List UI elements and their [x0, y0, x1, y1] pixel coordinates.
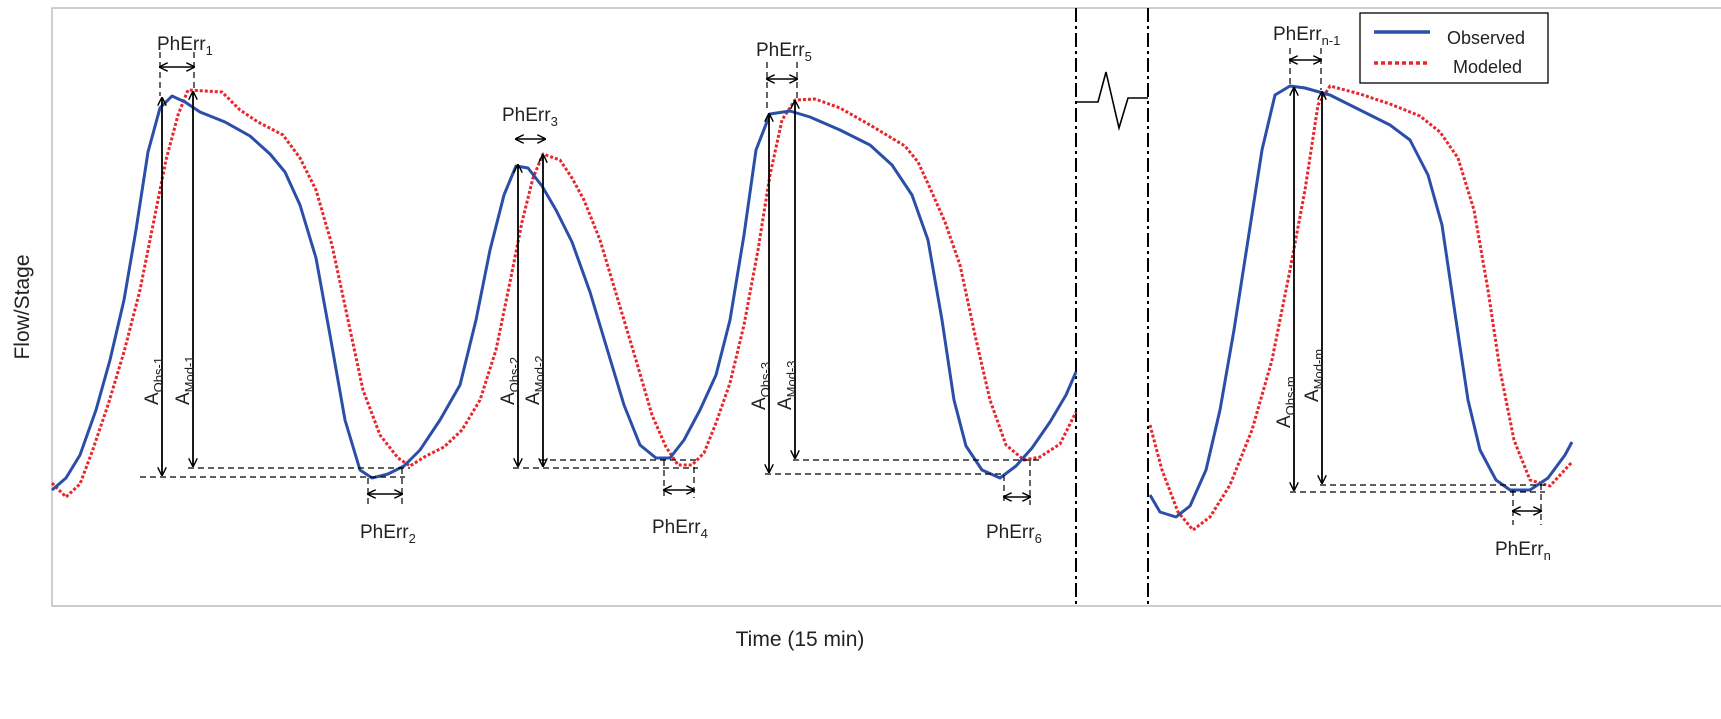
phase-error-label-6: PhErr6: [986, 522, 1042, 546]
amplitude-arrows: [162, 88, 1322, 490]
legend-observed-label: Observed: [1447, 28, 1525, 48]
phase-error-arrows: [160, 60, 1541, 511]
legend-box: [1359, 12, 1549, 84]
amplitude-label-mod-2: AMod-2: [523, 355, 547, 405]
phase-error-label-1: PhErr1: [157, 34, 213, 58]
amplitude-label-mod-1: AMod-1: [173, 355, 197, 405]
phase-error-label-3: PhErr3: [502, 105, 558, 129]
phase-error-label-n-1: PhErrn-1: [1273, 24, 1340, 48]
modeled-curve-segment-1: [50, 88, 1078, 499]
amplitude-label-obs-2: AObs-2: [498, 357, 522, 405]
phase-error-label-5: PhErr5: [756, 40, 812, 64]
reference-dashed-lines: [140, 48, 1545, 525]
phase-error-label-n: PhErrn: [1495, 539, 1551, 563]
break-symbol: [1076, 71, 1148, 132]
amplitude-label-mod-m: AMod-m: [1302, 349, 1326, 402]
x-axis-label: Time (15 min): [736, 628, 865, 651]
modeled-curve-segment-2: [1148, 84, 1574, 532]
observed-curve-segment-2: [1148, 84, 1574, 519]
legend: Observed Modeled: [1359, 12, 1549, 84]
phase-error-label-4: PhErr4: [652, 517, 708, 541]
amplitude-label-obs-3: AObs-3: [749, 362, 773, 410]
plot-frame: [51, 7, 1721, 607]
legend-modeled-label: Modeled: [1453, 57, 1522, 77]
phase-error-label-2: PhErr2: [360, 522, 416, 546]
amplitude-label-obs-m: AObs-m: [1274, 376, 1298, 428]
break-gap: [1078, 10, 1146, 604]
amplitude-label-obs-1: AObs-1: [142, 357, 166, 405]
y-axis-label: Flow/Stage: [11, 254, 34, 359]
amplitude-label-mod-3: AMod-3: [775, 360, 799, 410]
observed-curve-segment-1: [51, 94, 1078, 492]
